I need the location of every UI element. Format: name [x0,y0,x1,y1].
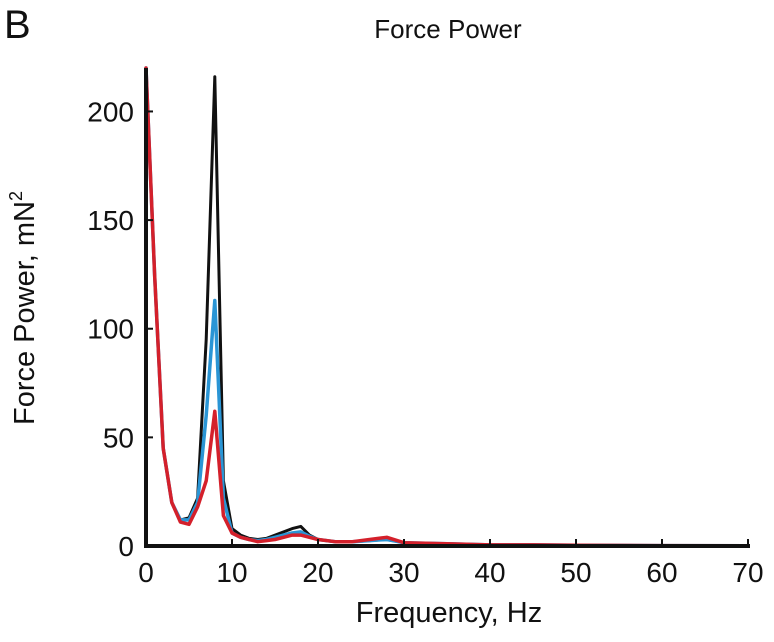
x-tick-group: 0 10 20 30 40 50 60 70 [138,539,764,588]
x-tick-label: 0 [138,557,154,588]
y-tick-label: 200 [87,96,134,127]
y-tick-group: 0 50 100 150 200 [87,96,153,562]
panel-label: B [4,3,31,47]
x-tick-label: 40 [474,557,505,588]
x-tick-label: 10 [216,557,247,588]
x-tick-label: 30 [388,557,419,588]
x-axis-label: Frequency, Hz [356,597,542,629]
x-tick-label: 50 [560,557,591,588]
y-axis-label: Force Power, mN2 [6,191,41,425]
series-line-3 [144,66,750,548]
y-axis-label-text: Force Power, mN [9,201,41,425]
series-line-1 [144,66,750,548]
y-axis-label-superscript: 2 [6,191,26,201]
y-tick-label: 150 [87,205,134,236]
series-layer [144,66,750,548]
y-tick-label: 0 [118,531,134,562]
x-tick-label: 60 [646,557,677,588]
x-tick-label: 20 [302,557,333,588]
y-tick-label: 50 [103,422,134,453]
y-tick-label: 100 [87,314,134,345]
series-line-2 [144,66,750,548]
x-tick-label: 70 [732,557,763,588]
chart-title: Force Power [374,14,522,44]
